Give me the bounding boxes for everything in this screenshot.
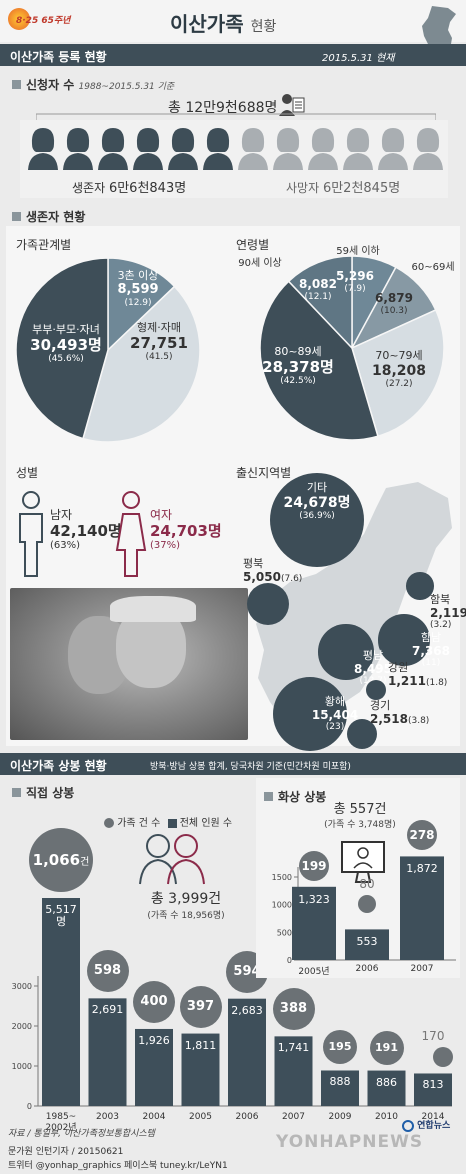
applicants-panel (20, 120, 448, 198)
relation-label-parents: 부부·부모·자녀 30,493명 (45.6%) (30, 323, 102, 364)
alive-person-icon (203, 128, 233, 170)
age-label-80: 80~89세 28,378명 (42.5%) (262, 345, 334, 386)
reunion-bar: 이산가족 상봉 현황 방북·방남 상봉 합계, 당국차원 기준(민간차원 미포함… (0, 753, 466, 775)
relation-slice-0 (107, 257, 176, 352)
video-reunion-chart: 0 500 1000 1500 (272, 856, 456, 965)
age-pie-chart (259, 255, 445, 441)
source: 자료 / 통일부, 이산가족정보통합시스템 (8, 1129, 155, 1139)
alive-person-icon (98, 128, 128, 170)
author: 문가원 인턴기자 / 20150621 (8, 1147, 124, 1157)
direct-ytick-label: 0 (27, 1102, 32, 1111)
age-value-59: 5,296 (7.9) (336, 269, 374, 294)
female-icon (115, 491, 147, 577)
couple-icon (139, 834, 205, 885)
age-label-60: 60~69세 (411, 262, 455, 273)
direct-bar-1 (88, 998, 127, 1106)
direct-bar-8 (414, 1073, 452, 1106)
video-bar-2 (400, 856, 444, 960)
age-label-59: 59세 이하 (336, 246, 380, 257)
age-label-90: 90세 이상 (238, 258, 282, 269)
direct-bar-4 (228, 998, 266, 1106)
applicants-total: 총 12만9천688명 (168, 100, 278, 116)
dead-count: 사망자 6만2천845명 (286, 181, 401, 196)
direct-reunion-chart: 0 1000 2000 3000 (12, 898, 452, 1111)
relation-pie-chart (15, 257, 201, 443)
applicants-bracket (36, 113, 436, 120)
survivors-heading: 생존자 현황 (12, 208, 85, 225)
gender-title: 성별 (16, 466, 39, 480)
relation-chart-title: 가족관계별 (16, 238, 72, 252)
relation-label-siblings: 형제·자매 27,751 (41.5) (130, 321, 188, 362)
sun-icon (8, 8, 30, 30)
direct-bar-0 (42, 898, 80, 1106)
direct-bar-3 (181, 1033, 220, 1106)
direct-bar-7 (367, 1070, 406, 1106)
sns-links: 트위터 @yonhap_graphics 페이스북 tuney.kr/LeYN1 (8, 1161, 228, 1171)
legend-circle-icon (104, 818, 114, 828)
female-stats: 여자 24,703명 (37%) (150, 508, 222, 552)
registration-title: 이산가족 등록 현황 (10, 50, 107, 64)
monitor-icon (341, 841, 385, 883)
reunion-photo (10, 588, 248, 740)
relation-label-3chon: 3촌 이상 8,599 (12.9) (117, 269, 159, 308)
alive-count: 생존자 6만6천843명 (72, 181, 187, 196)
header (0, 0, 466, 42)
male-stats: 남자 42,140명 (63%) (50, 508, 122, 552)
video-ytick-label: 0 (287, 956, 292, 965)
age-slice-4 (287, 255, 353, 350)
alive-person-icon (133, 128, 163, 170)
deceased-person-icon (273, 128, 303, 170)
age-value-60: 6,879 (10.3) (375, 291, 413, 316)
direct-bar-5 (274, 1036, 313, 1106)
photo-hat (110, 596, 196, 622)
deceased-person-icon (238, 128, 268, 170)
age-slice-3 (259, 280, 379, 441)
deceased-person-icon (343, 128, 373, 170)
video-total: 총 557건 (가족 수 3,748명) (324, 802, 396, 830)
video-ytick-label: 1500 (272, 873, 292, 882)
reunion-note: 방북·방남 상봉 합계, 당국차원 기준(민간차원 미포함) (150, 762, 351, 772)
male-icon (19, 491, 43, 577)
relation-slice-1 (82, 285, 201, 443)
age-value-90: 8,082 (12.1) (299, 277, 337, 302)
direct-legend: 가족 건 수 전체 인원 수 (104, 814, 232, 829)
direct-bar-6 (321, 1070, 359, 1106)
video-ytick-label: 1000 (272, 901, 292, 910)
direct-total: 총 3,999건 (가족 수 18,956명) (147, 891, 225, 921)
video-bar-0 (292, 886, 336, 960)
alive-person-icon (28, 128, 58, 170)
deceased-person-icon (413, 128, 443, 170)
anniversary-badge: 8·25 65주년 (8, 6, 70, 32)
people-row (26, 124, 446, 170)
direct-ytick-label: 2000 (12, 1022, 32, 1031)
legend-square-icon (167, 818, 177, 828)
page-title: 이산가족 현황 (170, 12, 277, 36)
alive-person-icon (63, 128, 93, 170)
video-heading: 화상 상봉 (264, 788, 326, 805)
age-slice-2 (351, 308, 445, 438)
age-chart-title: 연령별 (236, 238, 270, 252)
reunion-title: 이산가족 상봉 현황 (10, 759, 107, 773)
direct-bar-2 (135, 1028, 173, 1106)
registration-date: 2015.5.31 현재 (322, 53, 395, 64)
deceased-person-icon (308, 128, 338, 170)
applicants-heading: 신청자 수 1988~2015.5.31 기준 (12, 76, 174, 93)
direct-ytick-label: 3000 (12, 982, 32, 991)
deceased-person-icon (378, 128, 408, 170)
video-ytick-label: 500 (277, 928, 292, 937)
age-label-70: 70~79세 18,208 (27.2) (371, 349, 427, 389)
alive-person-icon (168, 128, 198, 170)
relation-slice-2 (15, 257, 109, 440)
direct-heading: 직접 상봉 (12, 784, 74, 801)
brand-logo: 연합뉴스 (402, 1118, 450, 1132)
watermark: YONHAPNEWS (276, 1132, 424, 1152)
yonhap-logo-icon (402, 1119, 414, 1132)
video-bar-1 (345, 929, 389, 960)
direct-ytick-label: 1000 (12, 1062, 32, 1071)
north-korea-map (256, 482, 452, 722)
registration-bar: 이산가족 등록 현황 2015.5.31 현재 (0, 44, 466, 66)
